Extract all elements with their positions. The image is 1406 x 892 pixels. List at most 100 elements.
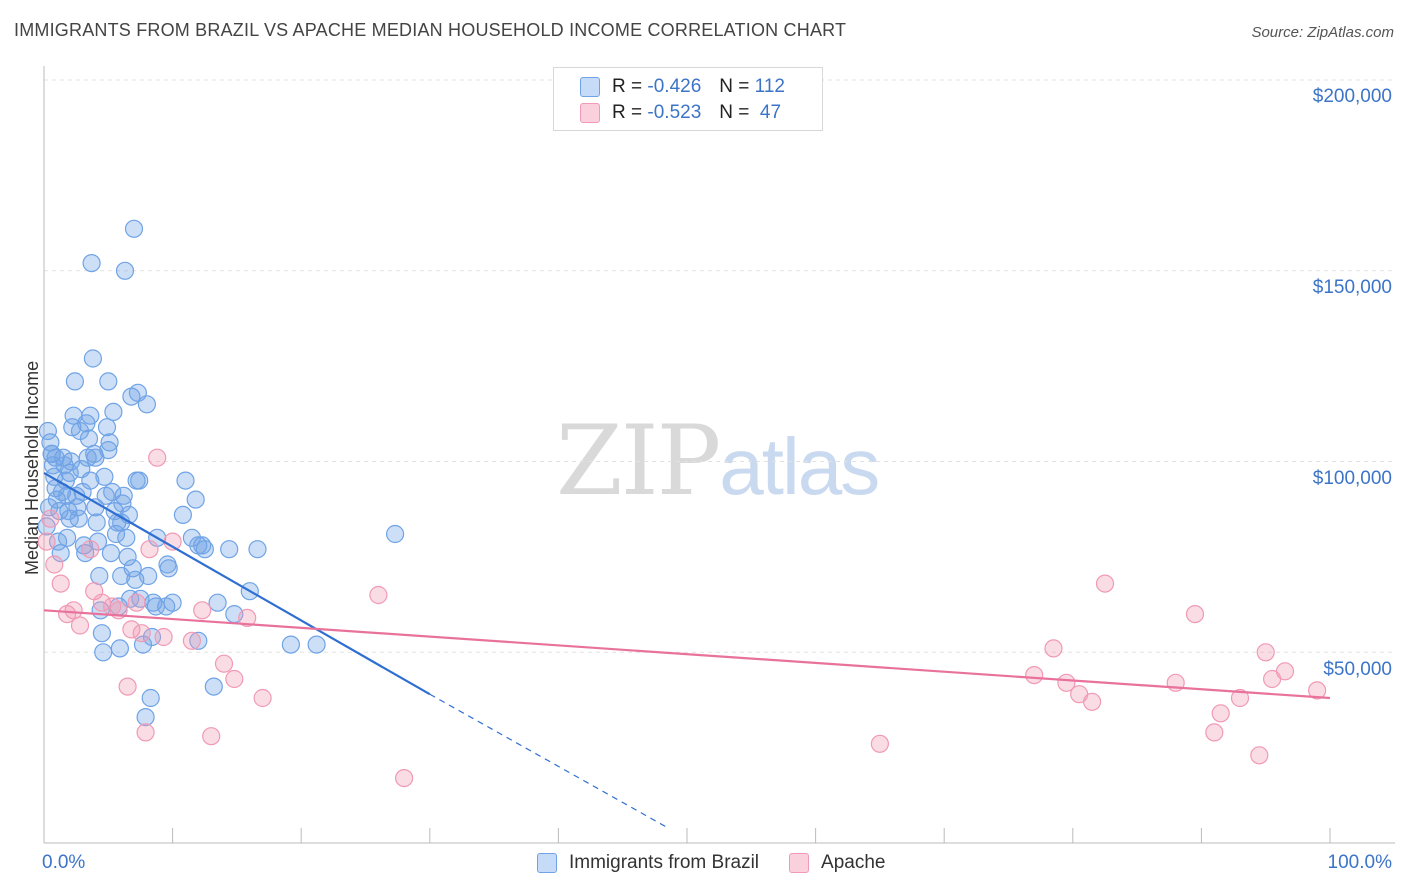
brazil-point	[139, 566, 158, 586]
apache-point	[870, 734, 890, 753]
legend-swatch-brazil	[580, 77, 600, 97]
legend-n-label: N =	[719, 102, 750, 123]
legend-label-brazil: Immigrants from Brazil	[569, 852, 760, 873]
brazil-point	[189, 631, 208, 650]
brazil-point	[88, 532, 108, 551]
apache-point	[92, 593, 112, 612]
brazil-point	[99, 372, 118, 391]
brazil-point	[123, 559, 142, 578]
legend-r-label: R =	[612, 76, 643, 97]
legend-n-value: 47	[754, 102, 782, 123]
brazil-point	[99, 441, 118, 460]
legend-label-apache: Apache	[821, 852, 886, 873]
apache-point	[214, 654, 234, 673]
legend-swatch-apache	[580, 103, 600, 123]
apache-point	[182, 631, 201, 650]
y-tick-label: $100,000	[1312, 468, 1392, 489]
brazil-point	[90, 566, 109, 586]
apache-point	[1057, 673, 1076, 692]
apache-point	[1044, 639, 1063, 658]
apache-point	[118, 677, 137, 696]
legend-n-value: 112	[754, 76, 785, 97]
brazil-point	[117, 528, 136, 547]
brazil-point	[113, 494, 132, 513]
apache-point	[1025, 665, 1044, 685]
brazil-point	[204, 677, 223, 696]
brazil-point	[83, 349, 103, 368]
brazil-point	[208, 593, 227, 612]
brazil-point	[114, 486, 133, 505]
brazil-point	[38, 421, 58, 441]
apache-point	[202, 727, 221, 746]
apache-point	[1095, 574, 1115, 593]
apache-point	[140, 540, 159, 559]
brazil-point	[42, 444, 61, 463]
apache-point	[1205, 723, 1224, 742]
brazil-point	[124, 219, 144, 238]
brazil-point	[51, 543, 70, 563]
brazil-point	[186, 490, 205, 509]
apache-point	[193, 601, 212, 620]
brazil-point	[101, 543, 121, 563]
brazil-point	[220, 540, 239, 559]
x-tick-label: 100.0%	[1327, 852, 1392, 873]
brazil-point	[137, 395, 156, 414]
brazil-point	[95, 467, 114, 486]
apache-point	[148, 448, 167, 467]
brazil-point	[106, 524, 126, 544]
apache-point	[1082, 692, 1102, 711]
y-tick-label: $150,000	[1312, 277, 1392, 298]
apache-point	[238, 608, 257, 628]
apache-point	[1211, 704, 1230, 723]
brazil-point	[97, 418, 117, 437]
brazil-point	[81, 406, 100, 425]
correlation-legend: R = -0.426 N = 112 R = -0.523 N = 47	[553, 67, 823, 131]
apache-point	[136, 723, 155, 742]
y-tick-label: $50,000	[1323, 659, 1392, 680]
apache-point	[225, 669, 244, 689]
brazil-trend-extension	[429, 693, 669, 829]
brazil-point	[146, 597, 165, 616]
brazil-point	[100, 433, 119, 452]
brazil-point	[130, 471, 149, 490]
apache-point	[37, 532, 56, 551]
brazil-trend-line	[43, 471, 431, 696]
brazil-point	[59, 502, 78, 521]
apache-point	[253, 688, 272, 708]
brazil-point	[79, 429, 99, 448]
series-legend: Immigrants from Brazil Apache	[537, 852, 915, 874]
apache-trend-line	[43, 609, 1331, 700]
brazil-point	[386, 524, 405, 544]
brazil-point	[182, 528, 201, 547]
brazil-point	[87, 513, 106, 532]
legend-swatch-apache	[789, 853, 810, 873]
apache-point	[154, 627, 173, 647]
brazil-point	[69, 509, 88, 528]
chart-title: IMMIGRANTS FROM BRAZIL VS APACHE MEDIAN …	[14, 20, 847, 40]
apache-point	[1256, 643, 1275, 662]
brazil-point	[281, 635, 300, 654]
brazil-point	[176, 471, 195, 490]
source-label: Source: ZipAtlas.com	[1251, 24, 1394, 41]
brazil-point	[163, 593, 182, 612]
legend-item-apache[interactable]: Apache	[789, 852, 885, 874]
apache-point	[369, 585, 388, 605]
apache-point	[1185, 604, 1205, 624]
brazil-point	[92, 624, 112, 643]
legend-row-apache: R = -0.523 N = 47	[580, 100, 781, 126]
legend-item-brazil[interactable]: Immigrants from Brazil	[537, 852, 759, 874]
brazil-point	[60, 463, 79, 482]
legend-swatch-brazil	[537, 853, 557, 873]
apache-point	[81, 540, 100, 559]
brazil-point	[307, 635, 326, 654]
brazil-point	[115, 261, 135, 280]
brazil-point	[104, 402, 123, 421]
brazil-point	[57, 528, 77, 547]
legend-n-label: N =	[719, 76, 750, 97]
apache-point	[70, 616, 90, 635]
brazil-point	[82, 254, 101, 273]
brazil-point	[94, 643, 113, 662]
y-tick-label: $200,000	[1312, 86, 1392, 107]
apache-point	[64, 601, 83, 620]
